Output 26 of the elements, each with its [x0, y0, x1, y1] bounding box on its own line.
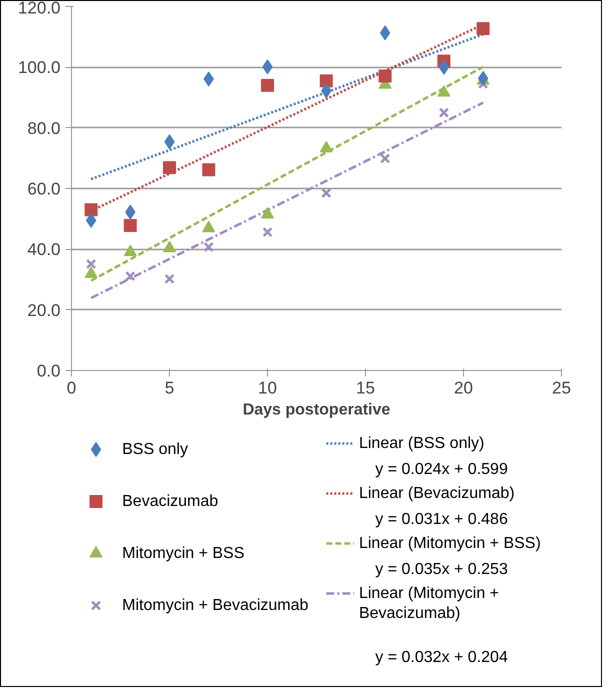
- legend-label: Linear (Bevacizumab): [358, 485, 515, 502]
- legend-label: BSS only: [122, 441, 188, 458]
- x-tick-label: 10: [258, 378, 277, 398]
- x-tick-label: 5: [164, 378, 174, 398]
- text: y = 0.035x + 0.253: [375, 561, 508, 578]
- legend-label: Linear (Mitomycin + Bevacizumab): [358, 585, 500, 622]
- legend-label: Linear (Mitomycin + BSS): [358, 535, 541, 552]
- x-axis-title: Days postoperative: [242, 402, 390, 418]
- y-tick-label: 120.0: [18, 0, 61, 18]
- legend-label: Bevacizumab: [122, 493, 218, 510]
- legend-label: Mitomycin + BSS: [122, 545, 244, 562]
- y-tick-label: 0.0: [36, 362, 61, 380]
- x-tick-label: 20: [454, 378, 473, 398]
- y-tick-label: 20.0: [27, 300, 61, 320]
- x-tick-label: 15: [356, 378, 375, 398]
- y-tick-label: 80.0: [27, 118, 61, 138]
- legend-label: Mitomycin + Bevacizumab: [122, 597, 309, 614]
- text: y = 0.031x + 0.486: [375, 511, 508, 528]
- x-tick-label: 25: [552, 378, 571, 398]
- text: y = 0.032x + 0.204: [375, 649, 508, 666]
- y-tick-label: 60.0: [27, 180, 61, 198]
- y-tick-label: 100.0: [18, 58, 61, 78]
- y-tick-label: 40.0: [27, 240, 61, 260]
- text: y = 0.024x + 0.599: [375, 461, 508, 478]
- legend-label: Linear (BSS only): [358, 435, 484, 452]
- x-tick-label: 0: [66, 378, 76, 398]
